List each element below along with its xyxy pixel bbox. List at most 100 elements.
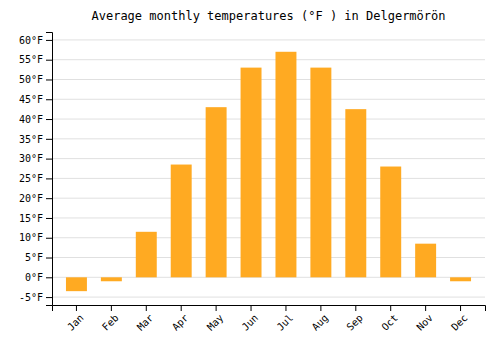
x-tick-label: Apr	[170, 312, 191, 333]
y-tick: 15°F	[19, 213, 52, 224]
x-tick-label: Jan	[65, 312, 86, 333]
grid-line	[52, 119, 485, 120]
y-tick-label: 45°F	[19, 94, 43, 105]
x-tick: Feb	[100, 305, 121, 333]
bars	[66, 52, 471, 291]
bar	[171, 165, 192, 278]
y-tick-mark	[46, 277, 52, 278]
bar	[310, 68, 331, 278]
y-tick-mark	[46, 238, 52, 239]
y-tick-mark	[46, 119, 52, 120]
y-tick-label: 5°F	[25, 252, 43, 263]
x-tick-mark	[355, 305, 356, 311]
x-tick-mark	[76, 305, 77, 311]
y-tick: -5°F	[19, 292, 52, 303]
y-tick: 20°F	[19, 193, 52, 204]
chart: -5°F 0°F 5°F 10°F 15°F 20°F 25°F 30°F 35°F 40°F 45…	[0, 0, 500, 350]
x-tick: Sep	[344, 305, 365, 333]
x-tick: Mar	[135, 305, 156, 333]
x-tick: Dec	[449, 305, 470, 333]
grid-line	[52, 178, 485, 179]
x-tick-label: Dec	[449, 312, 470, 333]
grid-line	[52, 39, 485, 40]
x-tick-mark	[251, 305, 252, 311]
y-tick-label: 55°F	[19, 54, 43, 65]
plot: -5°F 0°F 5°F 10°F 15°F 20°F 25°F 30°F 35°F 40°F 45…	[19, 33, 486, 333]
y-tick: 60°F	[19, 35, 52, 46]
x-tick: Jan	[65, 305, 86, 333]
bar	[66, 277, 87, 291]
grid-line	[52, 237, 485, 238]
y-tick-label: 10°F	[19, 232, 43, 243]
bar	[345, 109, 366, 277]
bar	[450, 277, 471, 281]
y-tick: 25°F	[19, 173, 52, 184]
x-tick-label: Feb	[100, 312, 121, 333]
grid-line	[52, 79, 485, 80]
y-tick: 40°F	[19, 114, 52, 125]
y-tick: 0°F	[25, 272, 52, 283]
x-tick-mark	[425, 305, 426, 311]
x-tick: Apr	[170, 305, 191, 333]
y-tick-label: 35°F	[19, 134, 43, 145]
y-tick: 30°F	[19, 153, 52, 164]
x-tick-mark	[111, 305, 112, 311]
y-axis-line	[46, 33, 53, 306]
bar	[136, 232, 157, 278]
x-tick: Aug	[310, 305, 331, 333]
x-axis: Jan Feb Mar Apr May Jun Jul Aug Sep Oct Nov Dec	[53, 305, 486, 333]
x-tick-label: Nov	[414, 312, 435, 333]
grid-line	[52, 158, 485, 159]
x-tick-mark	[181, 305, 182, 311]
x-tick: Jul	[275, 305, 296, 333]
x-tick: Nov	[414, 305, 435, 333]
x-tick-mark	[216, 305, 217, 311]
y-tick-mark	[46, 218, 52, 219]
y-tick-label: 30°F	[19, 153, 43, 164]
x-tick-label: Mar	[135, 312, 156, 333]
x-tick-label: Jul	[275, 312, 296, 333]
grid-line	[52, 198, 485, 199]
y-tick-mark	[46, 258, 52, 259]
y-tick-mark	[46, 139, 52, 140]
y-tick-label: 50°F	[19, 74, 43, 85]
y-tick-mark	[46, 297, 52, 298]
x-tick-label: May	[205, 312, 226, 333]
y-tick-label: 0°F	[25, 272, 43, 283]
bar	[101, 277, 122, 281]
x-tick-mark	[390, 305, 391, 311]
x-tick-mark	[320, 305, 321, 311]
x-axis-line	[53, 306, 486, 312]
grid-line	[52, 297, 485, 298]
grid	[52, 40, 485, 297]
y-tick-label: -5°F	[19, 292, 43, 303]
title: Average monthly temperatures (°F ) in De…	[91, 9, 445, 23]
y-tick: 5°F	[25, 252, 52, 263]
grid-line	[52, 138, 485, 139]
x-tick-label: Sep	[344, 312, 365, 333]
y-tick-mark	[46, 198, 52, 199]
y-tick-label: 25°F	[19, 173, 43, 184]
grid-line	[52, 99, 485, 100]
x-tick-label: Jun	[240, 312, 261, 333]
x-tick-label: Aug	[310, 312, 331, 333]
y-tick-mark	[46, 79, 52, 80]
y-tick-label: 20°F	[19, 193, 43, 204]
y-tick-mark	[46, 178, 52, 179]
y-tick-label: 60°F	[19, 35, 43, 46]
y-tick-mark	[46, 60, 52, 61]
bar	[415, 244, 436, 278]
bar	[206, 107, 227, 277]
y-tick-mark	[46, 40, 52, 41]
grid-line	[52, 59, 485, 60]
bar	[275, 52, 296, 278]
x-tick: Oct	[379, 305, 400, 333]
x-tick-mark	[146, 305, 147, 311]
bar	[241, 68, 262, 278]
y-tick: 10°F	[19, 232, 52, 243]
x-tick: Jun	[240, 305, 261, 333]
y-tick-label: 15°F	[19, 213, 43, 224]
x-tick-mark	[460, 305, 461, 311]
x-tick-mark	[285, 305, 286, 311]
x-tick: May	[205, 305, 226, 333]
